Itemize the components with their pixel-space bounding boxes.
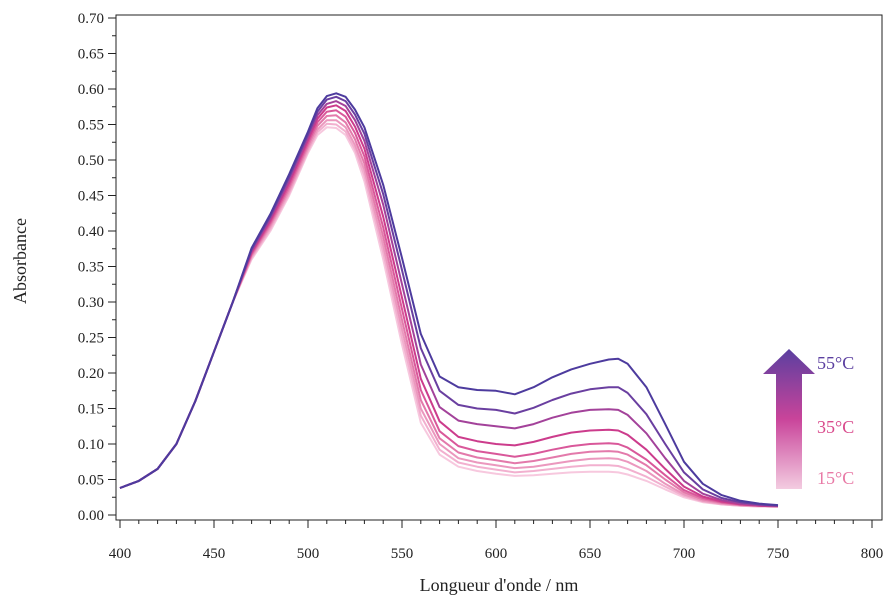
x-axis-ticks: 400 450 500 550 600 650 700 750 800 [109,520,884,562]
y-tick-label: 0.65 [78,47,104,63]
x-tick-label: 400 [109,546,132,562]
temperature-arrow-icon [763,349,815,489]
series-line-4 [119,114,779,508]
y-tick-label: 0.40 [78,224,104,240]
x-axis-title: Longueur d'onde / nm [420,575,579,595]
series-line-1 [119,126,778,508]
y-tick-label: 0.30 [78,295,104,311]
y-tick-label: 0.20 [78,366,104,382]
series-line-3 [119,119,779,508]
y-axis-ticks: 0.00 0.05 0.10 0.15 0.20 0.25 0.30 0.35 0.40 0.45… [78,11,116,524]
series-line-2 [119,122,778,508]
series-line-9 [119,92,779,507]
x-tick-label: 650 [579,546,602,562]
x-tick-label: 500 [297,546,320,562]
series-line-5 [119,109,779,508]
x-tick-label: 700 [673,546,696,562]
y-tick-label: 0.55 [78,118,104,134]
x-tick-label: 600 [485,546,508,562]
series-layer [119,92,779,508]
x-tick-label: 750 [767,546,790,562]
y-tick-label: 0.35 [78,260,104,276]
y-tick-label: 0.70 [78,11,104,27]
x-tick-label: 550 [391,546,414,562]
temperature-legend: 55°C 35°C 15°C [763,349,854,489]
temperature-label-55: 55°C [817,353,854,373]
temperature-label-15: 15°C [817,468,854,488]
y-tick-label: 0.15 [78,402,104,418]
y-tick-label: 0.25 [78,331,104,347]
y-tick-label: 0.05 [78,473,104,489]
y-axis-title: Absorbance [10,218,30,304]
y-tick-label: 0.50 [78,153,104,169]
y-tick-label: 0.45 [78,189,104,205]
x-tick-label: 800 [861,546,884,562]
y-tick-label: 0.60 [78,82,104,98]
temperature-label-35: 35°C [817,417,854,437]
y-tick-label: 0.00 [78,508,104,524]
plot-frame [115,14,883,521]
y-tick-label: 0.10 [78,437,104,453]
x-tick-label: 450 [203,546,226,562]
